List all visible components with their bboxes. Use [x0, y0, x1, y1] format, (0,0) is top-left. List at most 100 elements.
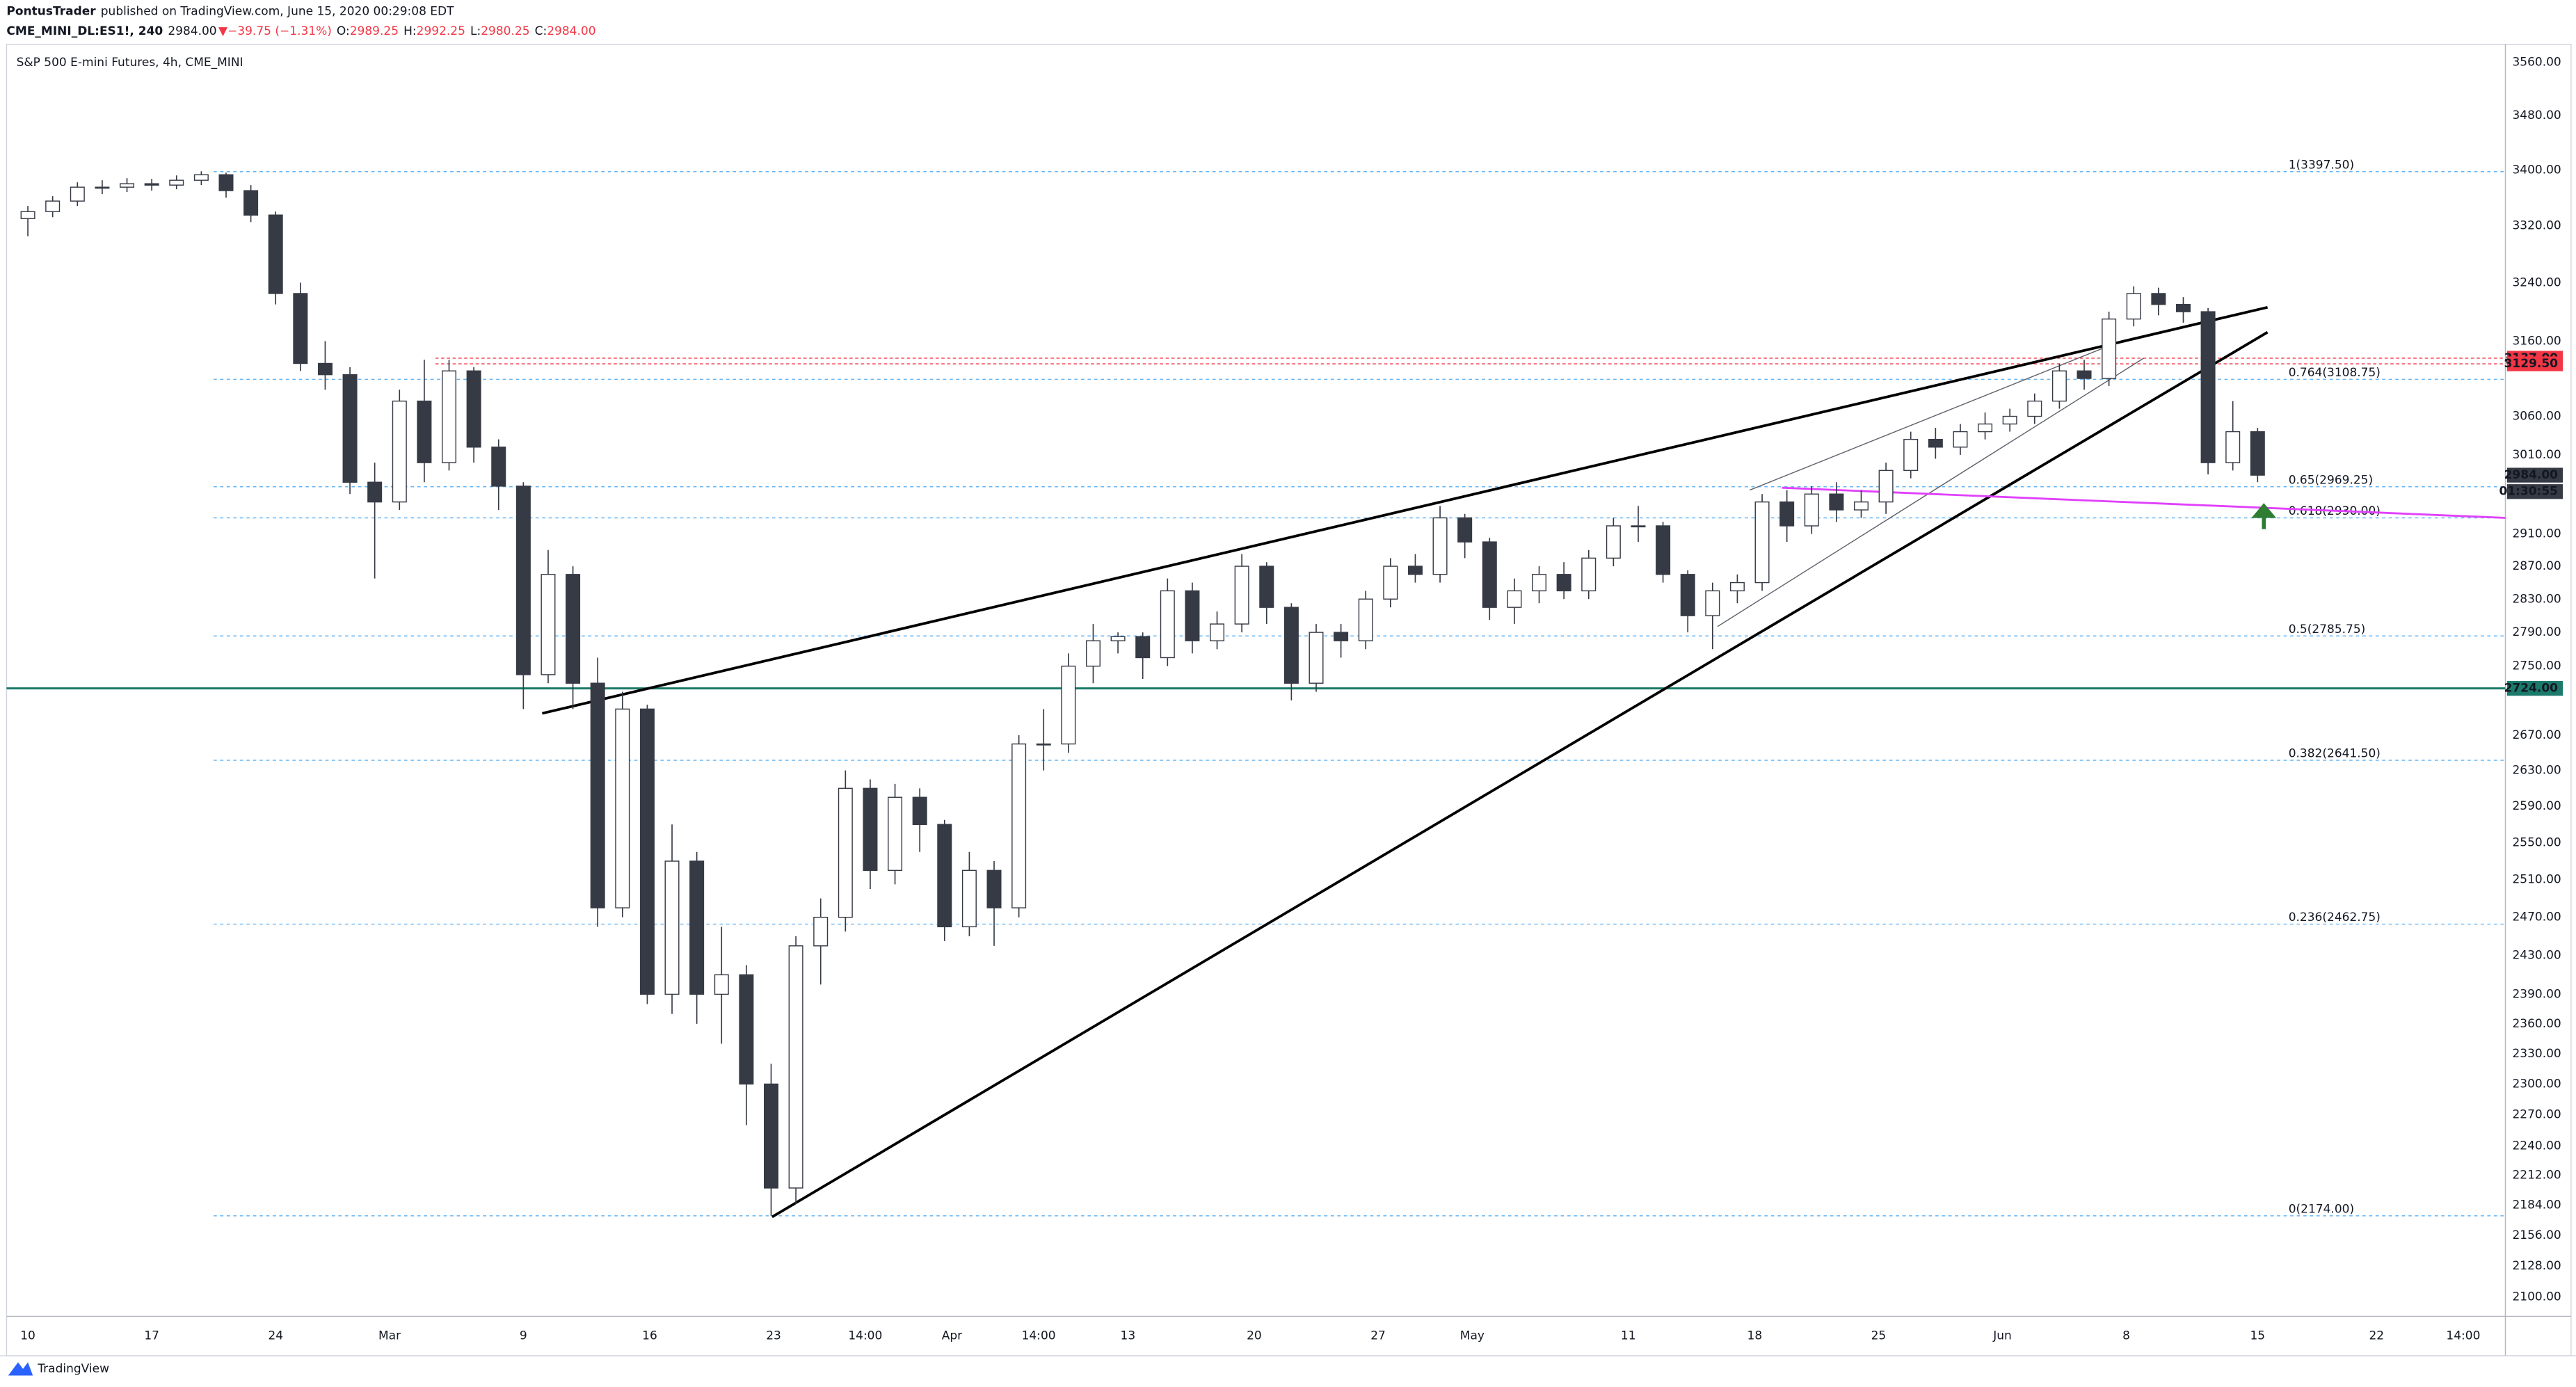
candle-body — [1754, 501, 1770, 584]
candle-body — [1482, 541, 1497, 608]
y-tick-label: 2360.00 — [2512, 1017, 2561, 1031]
candle-body — [714, 974, 729, 995]
x-tick-label: 8 — [2122, 1329, 2130, 1343]
candle-body — [367, 481, 383, 503]
y-tick-label: 2184.00 — [2512, 1198, 2561, 1212]
candle-body — [1556, 574, 1571, 592]
ohlc-label: H: — [403, 24, 417, 38]
candle-body — [1953, 431, 1968, 448]
candle-body — [2250, 431, 2265, 476]
candle-body — [442, 370, 457, 463]
candle-body — [1036, 743, 1051, 746]
y-tick-label: 2330.00 — [2512, 1047, 2561, 1061]
candle-body — [392, 400, 407, 503]
candle-body — [1383, 566, 1398, 600]
x-tick-label: 10 — [20, 1329, 35, 1343]
brand-logo — [8, 1362, 33, 1376]
fib-level-label: 0.5(2785.75) — [2289, 623, 2366, 636]
x-tick-label: 20 — [1247, 1329, 1262, 1343]
countdown: 01:30:55 — [2499, 485, 2558, 499]
candle-body — [2225, 431, 2241, 463]
candle-body — [1011, 743, 1027, 908]
candle-body — [986, 869, 1002, 908]
candle-body — [1457, 517, 1473, 543]
x-tick-label: Mar — [378, 1329, 401, 1343]
candle-body — [1432, 517, 1448, 575]
ohlc-label: C: — [535, 24, 547, 38]
symbol: CME_MINI_DL:ES1!, 240 — [6, 24, 163, 38]
candle-body — [120, 183, 135, 188]
fib-level-label: 0.382(2641.50) — [2289, 747, 2381, 761]
y-tick-label: 3160.00 — [2512, 334, 2561, 348]
ohlc-value: 2989.25 — [350, 24, 399, 38]
brand-name: TradingView — [37, 1362, 109, 1376]
candle-body — [2175, 303, 2191, 312]
x-tick-label: 13 — [1121, 1329, 1136, 1343]
candle-body — [1829, 493, 1844, 511]
candle-body — [169, 179, 184, 186]
candle-body — [1507, 590, 1522, 608]
candle-body — [541, 574, 556, 675]
candle-body — [293, 293, 308, 364]
x-tick-label: 14:00 — [1022, 1329, 1056, 1343]
plot-area: 3560.00 3480.00 3400.00 3320.00 3240.00 3160.… — [6, 56, 2563, 1343]
candle-body — [1334, 632, 1349, 641]
candle-body — [243, 190, 259, 216]
candle-body — [1407, 566, 1423, 575]
candle-body — [2200, 311, 2216, 463]
candle-body — [45, 200, 61, 212]
change: ▼−39.75 (−1.31%) — [218, 24, 332, 38]
candle-body — [1185, 590, 1200, 641]
candle-body — [1259, 566, 1274, 608]
candle-body — [1358, 598, 1373, 641]
candle-body — [20, 211, 35, 219]
candle-body — [1309, 632, 1324, 684]
x-tick-label: May — [1460, 1329, 1485, 1343]
fib-level-label: 0(2174.00) — [2289, 1202, 2354, 1216]
y-tick-label: 2100.00 — [2512, 1290, 2561, 1304]
countdown-box — [2506, 484, 2563, 499]
trendline — [541, 305, 2268, 715]
candle-body — [863, 787, 878, 872]
candle-body — [193, 174, 209, 181]
author: PontusTrader — [6, 5, 96, 19]
x-tick-label: 17 — [144, 1329, 159, 1343]
chart-title: S&P 500 E-mini Futures, 4h, CME_MINI — [17, 56, 243, 70]
up-arrow-annotation — [2251, 503, 2277, 529]
y-tick-label: 2790.00 — [2512, 625, 2561, 639]
candle-body — [888, 796, 903, 872]
candle-body — [1853, 501, 1869, 511]
candle-body — [2002, 415, 2017, 425]
y-tick-label: 3320.00 — [2512, 218, 2561, 232]
candle-body — [1606, 525, 1621, 559]
y-tick-label: 2630.00 — [2512, 764, 2561, 778]
candle-body — [342, 374, 358, 483]
y-tick-label: 2550.00 — [2512, 836, 2561, 850]
candle-body — [1581, 557, 1597, 592]
trendline — [771, 331, 2269, 1219]
x-tick-label: Apr — [942, 1329, 962, 1343]
price-label-box — [2506, 680, 2563, 696]
ohlc-value: 2984.00 — [547, 24, 595, 38]
candle-body — [1283, 607, 1299, 684]
candle-body — [912, 796, 927, 825]
candle-body — [590, 682, 605, 908]
y-tick-label: 3480.00 — [2512, 109, 2561, 122]
y-tick-label: 3240.00 — [2512, 275, 2561, 289]
candle-body — [515, 486, 531, 675]
candle-body — [70, 186, 85, 202]
fib-level-label: 1(3397.50) — [2289, 158, 2354, 172]
x-tick-label: 25 — [1871, 1329, 1887, 1343]
candle-body — [1532, 574, 1547, 592]
candle-body — [813, 917, 829, 947]
candle-body — [664, 860, 680, 995]
candle-body — [1110, 636, 1126, 641]
fib-level-label: 0.764(3108.75) — [2289, 366, 2381, 380]
y-tick-label: 2430.00 — [2512, 949, 2561, 963]
candle-body — [2077, 370, 2092, 379]
y-tick-label: 2300.00 — [2512, 1077, 2561, 1091]
candle-body — [1656, 525, 1671, 575]
candle-body — [1705, 590, 1720, 616]
header-line-2: CME_MINI_DL:ES1!, 240 2984.00 ▼−39.75 (−1.… — [6, 24, 595, 38]
